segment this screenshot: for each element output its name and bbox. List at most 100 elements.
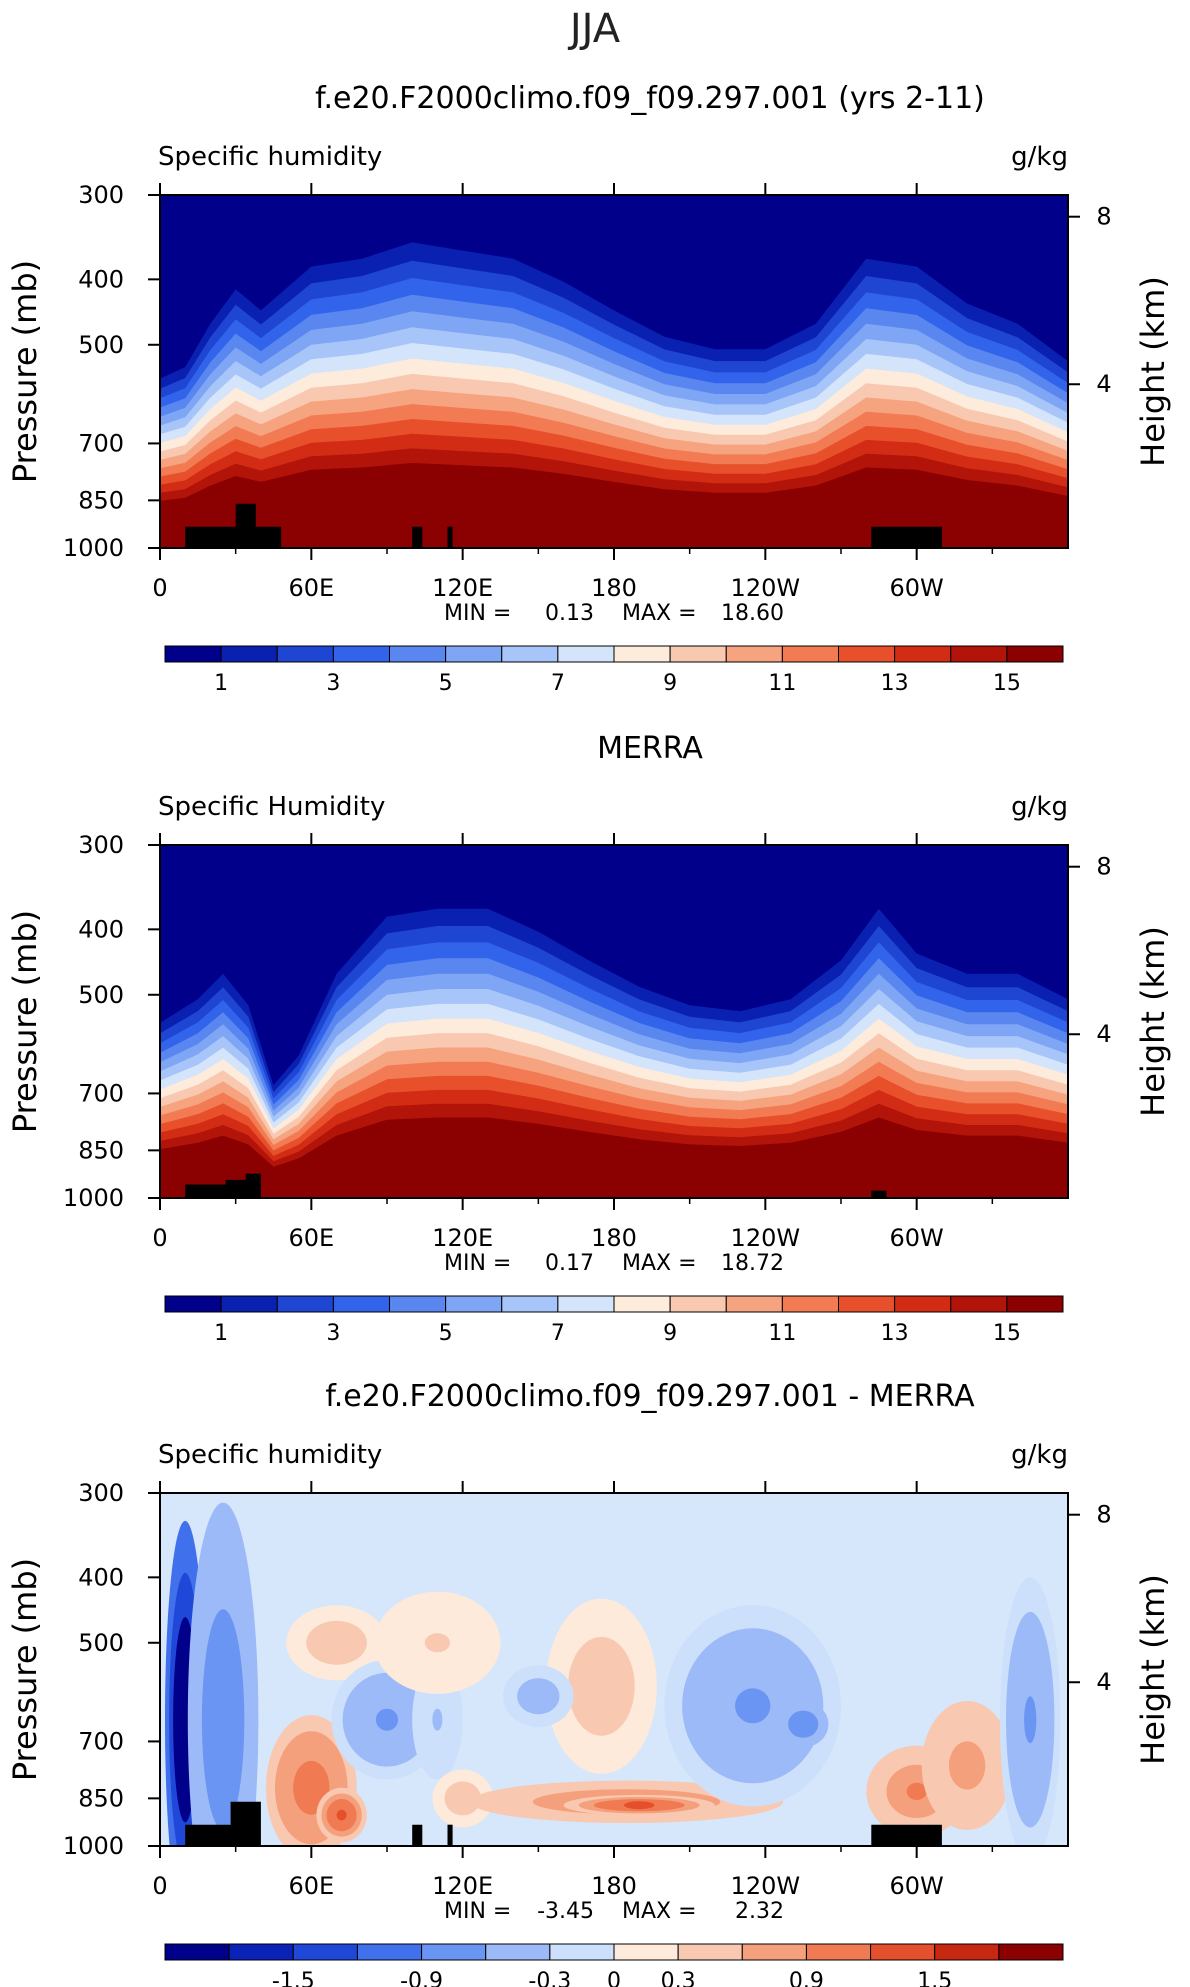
- colorbar-box: [894, 1295, 952, 1313]
- pressure-tick-label: 850: [78, 1136, 124, 1164]
- colorbar-box: [669, 645, 727, 663]
- colorbar-box: [998, 1943, 1064, 1961]
- pressure-tick-label: 300: [78, 181, 124, 209]
- colorbar-box: [838, 645, 896, 663]
- colorbar-label: 0.3: [661, 1969, 696, 1987]
- anomaly-15-level-4: [906, 1782, 927, 1800]
- colorbar-box: [501, 645, 559, 663]
- colorbar-label: 1: [214, 1321, 228, 1346]
- min-label: MIN =: [444, 601, 511, 626]
- colorbar-box: [501, 1295, 559, 1313]
- x-tick-label: 60W: [890, 574, 944, 602]
- anomaly-11-level-4: [624, 1801, 655, 1810]
- y-axis-label-right: Height (km): [1134, 276, 1172, 467]
- max-label: MAX =: [622, 601, 697, 626]
- contour-field: [160, 1493, 1068, 1846]
- min-label: MIN =: [444, 1899, 511, 1924]
- anomaly-3-level-4: [336, 1809, 347, 1821]
- min-value: 0.17: [545, 1251, 594, 1276]
- anomaly-14-level-4: [531, 1690, 546, 1703]
- colorbar-box: [781, 645, 839, 663]
- colorbar-label: 11: [768, 1321, 796, 1346]
- colorbar-box: [356, 1943, 423, 1961]
- colorbar-box: [220, 1295, 278, 1313]
- anomaly-13-level-4: [798, 1719, 809, 1729]
- pressure-tick-label: 500: [78, 331, 124, 359]
- height-tick-label: 8: [1096, 853, 1111, 881]
- anomaly-9-level-4: [590, 1670, 613, 1702]
- pressure-tick-label: 1000: [63, 1832, 124, 1860]
- x-tick-label: 0: [152, 1224, 167, 1252]
- x-tick-label: 180: [591, 1872, 637, 1900]
- y-axis-label-right: Height (km): [1134, 1574, 1172, 1765]
- colorbar-box: [557, 645, 615, 663]
- colorbar-box: [332, 645, 390, 663]
- pressure-tick-label: 500: [78, 1629, 124, 1657]
- colorbar-box: [276, 1295, 334, 1313]
- panel-title: MERRA: [597, 731, 703, 766]
- anomaly-5-level-4: [375, 1708, 399, 1731]
- colorbar-box: [725, 645, 783, 663]
- colorbar-box: [164, 645, 222, 663]
- pressure-tick-label: 700: [78, 1079, 124, 1107]
- colorbar-box: [838, 1295, 896, 1313]
- pressure-tick-label: 500: [78, 981, 124, 1009]
- terrain-0: [871, 1190, 887, 1198]
- terrain-1: [447, 1824, 453, 1846]
- y-axis-label-right: Height (km): [1134, 926, 1172, 1117]
- colorbar-label: -0.9: [400, 1969, 443, 1987]
- colorbar-label: 7: [551, 1321, 565, 1346]
- colorbar-label: -1.5: [272, 1969, 315, 1987]
- pressure-tick-label: 700: [78, 429, 124, 457]
- colorbar-label: 9: [663, 1321, 677, 1346]
- x-tick-label: 60E: [288, 1872, 334, 1900]
- colorbar-box: [613, 1943, 679, 1961]
- colorbar: 1 3 5 7 9 11 13 15: [164, 1295, 1064, 1346]
- y-axis-label-left: Pressure (mb): [6, 260, 44, 483]
- colorbar-box: [389, 1295, 447, 1313]
- terrain-africa: [185, 1801, 261, 1846]
- x-tick-label: 120E: [432, 1872, 493, 1900]
- colorbar-box: [613, 1295, 671, 1313]
- colorbar-label: 15: [993, 671, 1021, 696]
- colorbar-box: [934, 1943, 1000, 1961]
- colorbar-box: [805, 1943, 872, 1961]
- colorbar-box: [389, 645, 447, 663]
- height-tick-label: 8: [1096, 203, 1111, 231]
- terrain-0: [412, 1824, 423, 1846]
- colorbar-label: 3: [326, 671, 340, 696]
- panel-variable-label: Specific humidity: [158, 1440, 382, 1470]
- anomaly-12-level-4: [735, 1688, 771, 1724]
- colorbar-label: 15: [993, 1321, 1021, 1346]
- colorbar-box: [613, 645, 671, 663]
- colorbar-box: [164, 1943, 230, 1961]
- anomaly-1-level-4: [216, 1687, 231, 1753]
- colorbar-box: [669, 1295, 727, 1313]
- x-tick-label: 120E: [432, 1224, 493, 1252]
- colorbar-label: 1: [214, 671, 228, 696]
- colorbar-label: 5: [439, 671, 453, 696]
- panel-1: f.e20.F2000climo.f09_f09.297.001 (yrs 2-…: [6, 81, 1172, 696]
- anomaly-8-level-4: [424, 1633, 450, 1653]
- colorbar-box: [292, 1943, 358, 1961]
- anomaly-0-level-4: [181, 1689, 190, 1751]
- pressure-tick-label: 1000: [63, 1184, 124, 1212]
- x-tick-label: 120W: [731, 574, 801, 602]
- terrain-1: [447, 526, 453, 548]
- colorbar-label: 7: [551, 671, 565, 696]
- colorbar-box: [421, 1943, 487, 1961]
- colorbar-box: [164, 1295, 222, 1313]
- season-title: JJA: [567, 6, 621, 52]
- colorbar-label: -0.3: [528, 1969, 571, 1987]
- colorbar-box: [870, 1943, 936, 1961]
- pressure-tick-label: 400: [78, 915, 124, 943]
- x-tick-label: 0: [152, 1872, 167, 1900]
- x-tick-label: 120E: [432, 574, 493, 602]
- x-tick-label: 60E: [288, 1224, 334, 1252]
- x-tick-label: 60W: [890, 1872, 944, 1900]
- colorbar-label: 13: [881, 671, 909, 696]
- colorbar-box: [950, 645, 1008, 663]
- x-tick-label: 120W: [731, 1872, 801, 1900]
